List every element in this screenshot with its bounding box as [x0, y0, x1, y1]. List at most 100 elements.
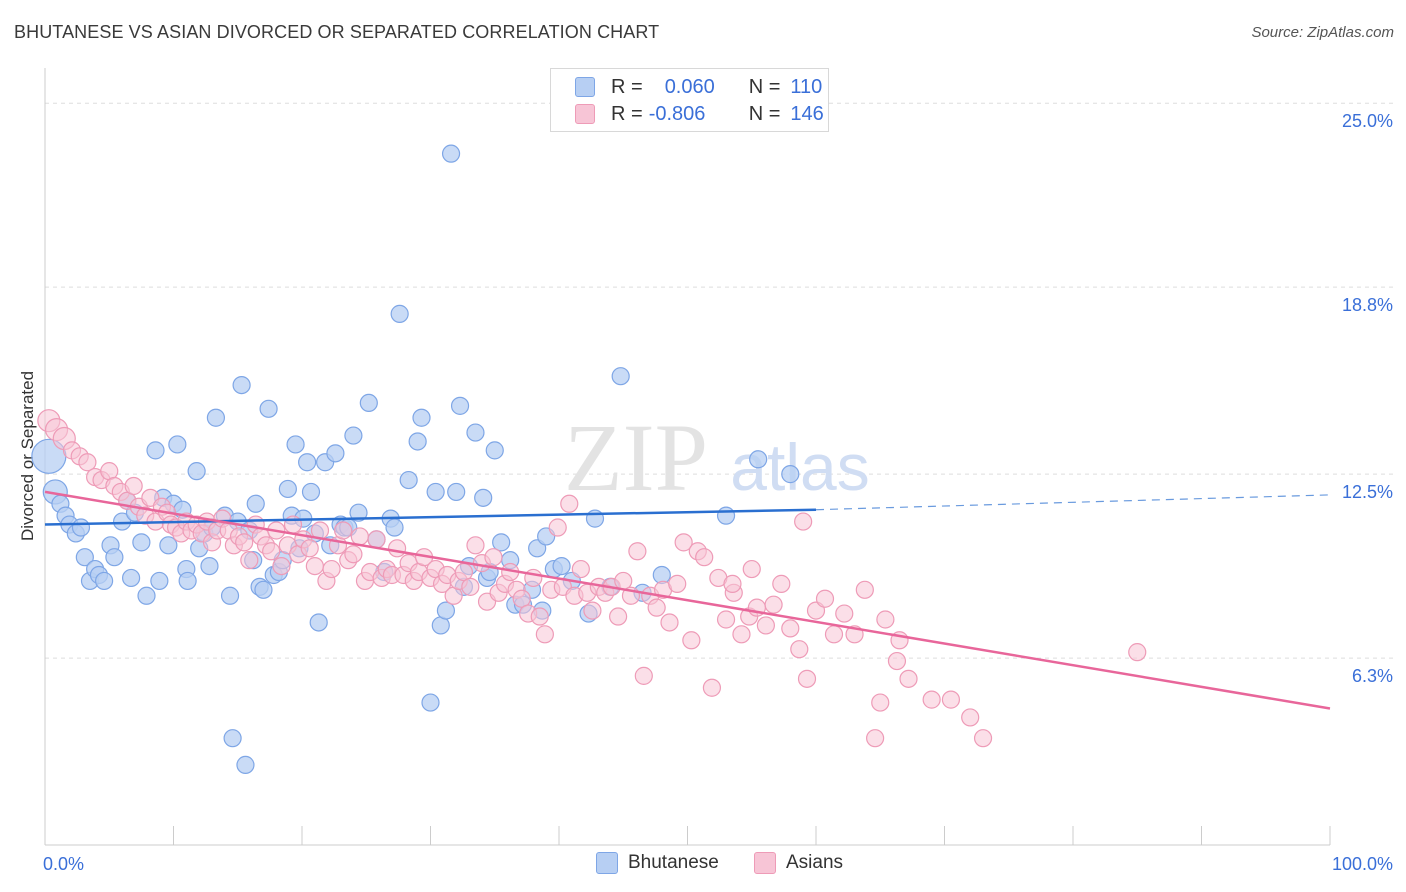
asians-point — [855, 580, 874, 599]
asians-point — [682, 631, 701, 650]
legend-r-value: -0.806 — [648, 102, 706, 125]
bhutanese-point — [436, 601, 456, 620]
bhutanese-point — [447, 482, 466, 502]
bhutanese-point — [112, 512, 132, 531]
asians-point — [344, 545, 363, 564]
bhutanese-point — [71, 518, 91, 537]
bhutanese-point — [466, 423, 485, 442]
asians-point — [815, 589, 835, 608]
asians-point — [824, 625, 844, 644]
asians-point — [876, 610, 895, 629]
asians-point — [899, 669, 918, 688]
asians-point — [548, 518, 567, 537]
asians-point — [628, 542, 647, 561]
asians-point — [387, 539, 407, 558]
bhutanese-point — [298, 453, 317, 472]
y-tick-label: 6.3% — [1352, 666, 1393, 686]
bhutanese-point — [150, 571, 169, 591]
asians-point — [571, 559, 590, 579]
bhutanese-trend-extension — [815, 494, 1331, 511]
asians-point — [461, 577, 480, 596]
bhutanese-point — [781, 465, 800, 484]
bhutanese-point — [132, 533, 151, 552]
bhutanese-point — [75, 548, 94, 567]
asians-point — [732, 625, 751, 644]
bhutanese-point — [168, 435, 187, 454]
asians-point — [764, 595, 783, 614]
watermark-atlas: atlas — [730, 430, 869, 504]
bhutanese-point — [552, 556, 571, 576]
asians-point — [322, 559, 341, 579]
legend-label-bhutanese: Bhutanese — [628, 852, 719, 873]
asians-point — [262, 542, 281, 561]
bhutanese-point — [206, 408, 226, 427]
bhutanese-point — [105, 548, 124, 567]
series-legend: Bhutanese Asians — [0, 852, 1406, 876]
bhutanese-point — [492, 533, 511, 552]
bhutanese-point — [309, 613, 328, 632]
correlation-legend: R = 0.060 N = 110 R = -0.806 N = 146 — [550, 68, 829, 132]
bhutanese-point — [326, 444, 345, 463]
bhutanese-point — [95, 571, 114, 591]
bhutanese-point — [716, 506, 736, 525]
legend-r-label: R = — [611, 102, 643, 125]
legend-row-asians: R = -0.806 N = 146 — [575, 102, 824, 126]
asians-point — [790, 640, 809, 659]
asians-point — [240, 551, 259, 570]
legend-label-asians: Asians — [786, 852, 844, 873]
asians-point — [866, 729, 885, 748]
bhutanese-point — [187, 462, 206, 481]
bhutanese-point — [236, 755, 255, 774]
legend-r-value: 0.060 — [664, 75, 715, 98]
asians-point — [124, 476, 143, 496]
asians-point — [78, 453, 97, 472]
asians-point — [702, 678, 722, 697]
bhutanese-point — [301, 482, 321, 502]
bhutanese-point — [408, 432, 427, 451]
bhutanese-point — [344, 426, 363, 445]
bhutanese-point — [121, 568, 141, 588]
trend-lines — [44, 490, 1331, 710]
asians-swatch — [575, 104, 595, 124]
asians-point — [334, 521, 353, 540]
asians-point — [973, 729, 993, 748]
asians-point — [756, 616, 775, 635]
bhutanese-point — [200, 556, 219, 576]
asians-point — [922, 690, 941, 709]
asians-point — [723, 574, 742, 593]
legend-row-bhutanese: R = 0.060 N = 110 — [575, 75, 822, 99]
asians-point — [466, 536, 485, 555]
asians-point — [797, 669, 817, 688]
asians-point — [583, 601, 602, 620]
bhutanese-point — [220, 586, 240, 605]
asians-point — [530, 607, 549, 626]
bhutanese-point — [441, 144, 461, 163]
x-tick-label-max: 100.0% — [1332, 854, 1393, 874]
asians-point — [235, 533, 254, 552]
asians-point — [742, 559, 761, 579]
bhutanese-point — [485, 441, 504, 460]
watermark-zip: ZIP — [564, 404, 708, 511]
bhutanese-point — [390, 304, 409, 323]
asians-point — [674, 533, 693, 552]
legend-n-label: N = — [748, 75, 781, 98]
asians-point — [716, 610, 736, 629]
legend-n-value: 146 — [790, 102, 824, 125]
asians-point — [772, 574, 791, 593]
asians-point — [835, 604, 854, 623]
bhutanese-point — [146, 441, 165, 460]
bhutanese-point — [426, 482, 445, 502]
bhutanese-point — [474, 488, 493, 507]
asians-point — [609, 607, 628, 626]
asians-point — [300, 539, 319, 558]
asians-point — [484, 548, 503, 567]
legend-r-label: R = — [611, 75, 643, 98]
asians-point — [1128, 643, 1147, 662]
asians-point — [887, 651, 907, 671]
bhutanese-trend-line — [44, 508, 817, 526]
asians-point — [560, 494, 579, 513]
bhutanese-point — [223, 729, 242, 748]
y-tick-label: 18.8% — [1342, 295, 1393, 315]
asians-point — [305, 556, 324, 576]
